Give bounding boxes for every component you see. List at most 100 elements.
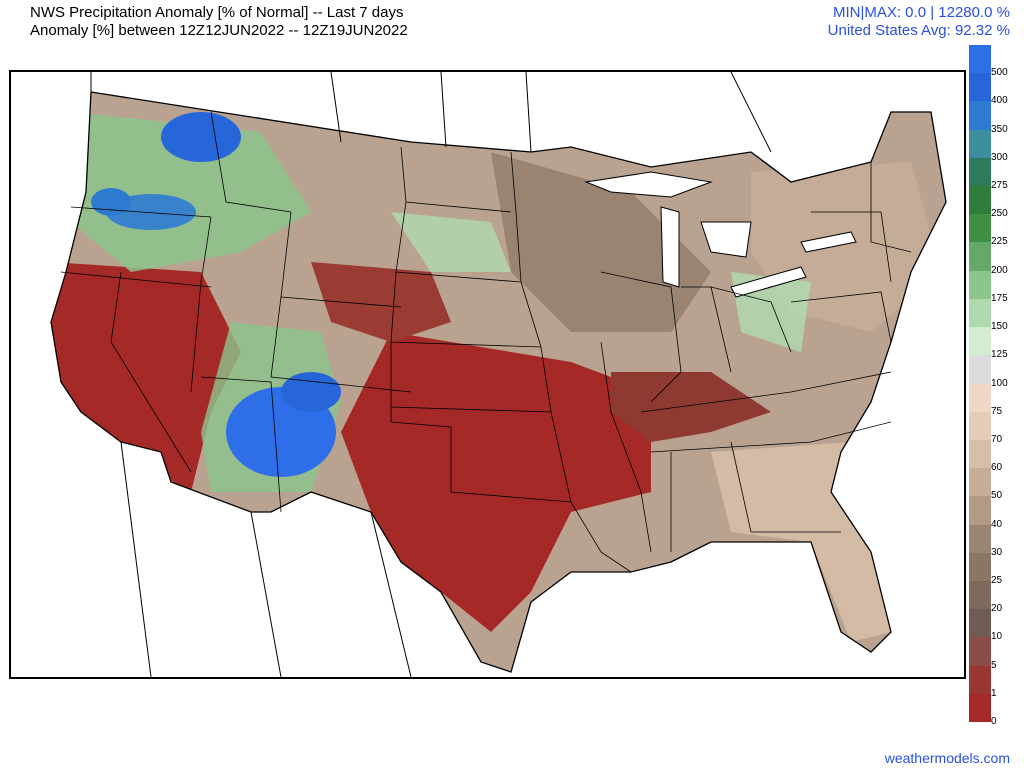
wet-region-dakotas xyxy=(391,212,511,272)
color-legend: 500 400 350 300 275 250 225 200 175 150 125 100 75 70… xyxy=(969,45,1024,727)
legend-swatch xyxy=(969,186,991,215)
lake-huron xyxy=(700,221,752,258)
legend-label: 300 xyxy=(991,151,1008,163)
legend-label: 500 xyxy=(991,67,1008,79)
state-line-ny xyxy=(811,211,892,283)
lake-erie xyxy=(730,266,807,298)
precipitation-map xyxy=(11,72,964,677)
legend-label: 70 xyxy=(991,433,1003,445)
brown-region-midwest xyxy=(491,152,711,332)
state-line-il xyxy=(600,271,682,403)
state-line-al-ga xyxy=(730,441,752,533)
legend-swatch xyxy=(969,355,991,384)
legend-swatch xyxy=(969,242,991,272)
legend-swatch xyxy=(969,496,991,526)
state-line-tn-ky xyxy=(640,371,892,413)
state-line-tx-la xyxy=(570,501,632,573)
legend-swatch xyxy=(969,468,991,497)
state-line-oh xyxy=(710,286,792,353)
legend-swatch xyxy=(969,101,991,131)
legend-label: 10 xyxy=(991,631,1003,643)
state-line-co xyxy=(270,296,412,393)
lake-superior xyxy=(584,171,713,198)
legend-swatch xyxy=(969,552,991,582)
state-line-ca-nv xyxy=(110,271,192,473)
title-line-1: NWS Precipitation Anomaly [% of Normal] … xyxy=(30,4,404,21)
state-line-wa-or xyxy=(70,206,212,218)
legend-label: 60 xyxy=(991,462,1003,474)
min-max-readout: MIN|MAX: 0.0 | 12280.0 % xyxy=(832,4,1010,21)
dry-region-central-plains xyxy=(311,262,451,342)
legend-label: 75 xyxy=(991,405,1003,417)
state-line-or-ca xyxy=(60,271,212,288)
legend-swatch xyxy=(969,383,991,413)
legend-label: 150 xyxy=(991,321,1008,333)
canada-line-3 xyxy=(440,72,447,148)
legend-label: 40 xyxy=(991,518,1003,530)
state-line-ok xyxy=(390,407,572,503)
legend-swatch xyxy=(969,439,991,469)
legend-swatch xyxy=(969,270,991,300)
legend-label: 5 xyxy=(991,659,997,671)
legend-swatch xyxy=(969,298,991,328)
wet-region-northwest xyxy=(71,112,311,272)
state-line-pa xyxy=(790,291,892,343)
lake-ontario xyxy=(800,231,857,253)
legend-label: 30 xyxy=(991,546,1003,558)
legend-swatch xyxy=(969,580,991,610)
state-line-id-mt xyxy=(210,111,292,213)
state-line-az-nm xyxy=(200,376,282,513)
legend-swatch xyxy=(969,157,991,187)
legend-swatch xyxy=(969,609,991,638)
mexico-line-1 xyxy=(250,511,282,677)
state-boundaries xyxy=(60,111,912,573)
legend-swatch xyxy=(969,45,991,74)
legend-swatch xyxy=(969,411,991,441)
legend-swatch xyxy=(969,214,991,243)
great-lakes xyxy=(584,171,857,298)
us-average-readout: United States Avg: 92.32 % xyxy=(827,22,1010,39)
legend-label: 250 xyxy=(991,208,1008,220)
legend-swatch xyxy=(969,637,991,667)
anomaly-field xyxy=(51,92,946,672)
map-title: NWS Precipitation Anomaly [% of Normal] … xyxy=(30,4,408,40)
legend-label: 100 xyxy=(991,377,1008,389)
state-line-mn-ia-mo xyxy=(510,151,572,503)
state-line-mo-ar-la xyxy=(600,341,652,553)
legend-swatch xyxy=(969,327,991,356)
heavy-precip-oregon xyxy=(91,188,131,216)
legend-label: 20 xyxy=(991,603,1003,615)
legend-label: 175 xyxy=(991,292,1008,304)
legend-swatch xyxy=(969,524,991,554)
map-stats: MIN|MAX: 0.0 | 12280.0 % United States A… xyxy=(828,4,1010,40)
legend-label: 125 xyxy=(991,349,1008,361)
legend-label: 200 xyxy=(991,264,1008,276)
heavy-precip-montana xyxy=(161,112,241,162)
heavy-precip-nm-north xyxy=(281,372,341,412)
canada-line-4 xyxy=(525,72,532,153)
legend-swatch xyxy=(969,693,991,723)
legend-label: 225 xyxy=(991,236,1008,248)
legend-label: 0 xyxy=(991,716,997,727)
us-border xyxy=(50,91,947,673)
legend-swatch xyxy=(969,129,991,159)
legend-swatch xyxy=(969,73,991,102)
dry-region-mid-south xyxy=(611,372,771,442)
legend-label: 25 xyxy=(991,574,1003,586)
canada-line-2 xyxy=(330,72,342,143)
map-panel xyxy=(9,70,966,679)
legend-swatch xyxy=(969,665,991,695)
title-line-2: Anomaly [%] between 12Z12JUN2022 -- 12Z1… xyxy=(30,22,408,39)
dry-region-south-plains xyxy=(341,332,651,632)
credit-link[interactable]: weathermodels.com xyxy=(884,750,1010,766)
canada-line-5 xyxy=(730,72,772,153)
legend-label: 275 xyxy=(991,180,1008,192)
legend-label: 1 xyxy=(991,687,997,699)
lake-michigan xyxy=(660,206,680,288)
state-line-new-england xyxy=(870,162,912,253)
legend-label: 350 xyxy=(991,123,1008,135)
foreign-boundaries xyxy=(90,72,772,677)
legend-label: 50 xyxy=(991,490,1003,502)
dry-region-west xyxy=(51,262,241,492)
state-line-tn-south xyxy=(650,421,892,453)
